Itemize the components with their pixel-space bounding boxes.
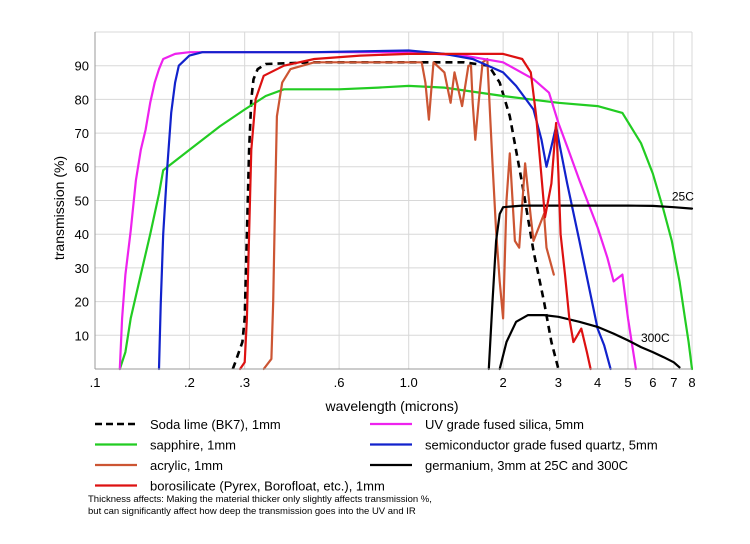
series-line-sapphire-1mm [118, 84, 694, 371]
series-line-germanium-3mm-at-25c-and-300c [487, 204, 694, 371]
legend-item-borosilicate-pyrex-borofloat-etc-1mm: borosilicate (Pyrex, Borofloat, etc.), 1… [95, 479, 385, 494]
x-tick-label-3: .6 [334, 375, 345, 390]
series-group [118, 49, 694, 371]
legend: Soda lime (BK7), 1mm UV grade fused silic… [95, 417, 658, 494]
curve-annotation-300c: 300C [641, 331, 670, 345]
x-tick-label-1: .2 [184, 375, 195, 390]
y-tick-label-50: 50 [75, 194, 89, 209]
y-tick-label-20: 20 [75, 295, 89, 310]
x-tick-label-9: 6 [649, 375, 656, 390]
x-axis-title: wavelength (microns) [324, 398, 458, 414]
legend-label: germanium, 3mm at 25C and 300C [425, 458, 628, 473]
series-line-germanium-300c [498, 314, 681, 371]
series-line-borosilicate-pyrex-borofloat-etc-1mm [239, 52, 592, 371]
x-tick-label-0: .1 [90, 375, 101, 390]
x-tick-label-11: 8 [688, 375, 695, 390]
x-tick-label-5: 2 [500, 375, 507, 390]
legend-label: borosilicate (Pyrex, Borofloat, etc.), 1… [150, 479, 385, 494]
legend-item-sapphire-1mm: sapphire, 1mm [95, 438, 236, 453]
legend-label: sapphire, 1mm [150, 438, 236, 453]
legend-label: semiconductor grade fused quartz, 5mm [425, 438, 658, 453]
legend-item-germanium-3mm-at-25c-and-300c: germanium, 3mm at 25C and 300C [370, 458, 628, 473]
x-tick-label-4: 1.0 [400, 375, 418, 390]
legend-item-acrylic-1mm: acrylic, 1mm [95, 458, 223, 473]
x-tick-label-2: .3 [239, 375, 250, 390]
legend-item-soda-lime-bk7-1mm: Soda lime (BK7), 1mm [95, 417, 281, 432]
legend-label: acrylic, 1mm [150, 458, 223, 473]
x-tick-label-7: 4 [594, 375, 601, 390]
series-line-acrylic-1mm [262, 57, 555, 371]
curve-annotation-25c: 25C [672, 190, 694, 204]
thickness-note: Thickness affects: Making the material t… [88, 494, 688, 518]
legend-label: Soda lime (BK7), 1mm [150, 417, 281, 432]
y-tick-label-80: 80 [75, 92, 89, 107]
y-tick-label-40: 40 [75, 227, 89, 242]
grid [94, 31, 693, 369]
legend-item-uv-grade-fused-silica-5mm: UV grade fused silica, 5mm [370, 417, 584, 432]
legend-item-semiconductor-grade-fused-quartz-5mm: semiconductor grade fused quartz, 5mm [370, 438, 658, 453]
y-tick-label-70: 70 [75, 126, 89, 141]
x-tick-label-8: 5 [624, 375, 631, 390]
y-tick-label-10: 10 [75, 328, 89, 343]
note-line-1: Thickness affects: Making the material t… [88, 494, 432, 505]
tick-labels: 10 20 30 40 50 60 70 80 90 .1 .2 .3 .6 1.0 2 3 4 5 6 7 8 [75, 59, 696, 390]
series-line-semiconductor-grade-fused-quartz-5mm [157, 49, 612, 371]
x-tick-label-6: 3 [555, 375, 562, 390]
curve-annotations: 25C 300C [641, 190, 694, 346]
series-line-soda-lime-bk7-1mm [231, 61, 560, 370]
x-tick-label-10: 7 [670, 375, 677, 390]
axes [94, 32, 692, 370]
y-axis-title: transmission (%) [51, 156, 67, 260]
note-line-2: but can significantly affect how deep th… [88, 506, 416, 517]
y-tick-label-30: 30 [75, 261, 89, 276]
legend-label: UV grade fused silica, 5mm [425, 417, 584, 432]
y-tick-label-60: 60 [75, 160, 89, 175]
y-tick-label-90: 90 [75, 59, 89, 74]
